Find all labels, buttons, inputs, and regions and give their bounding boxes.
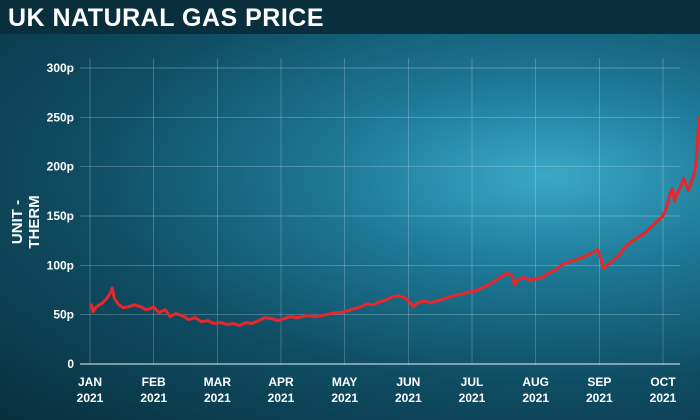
y-tick-label: 250p [47, 110, 74, 124]
y-tick-label: 50p [53, 308, 74, 322]
title-band [0, 0, 700, 34]
y-tick-label: 200p [47, 160, 74, 174]
x-tick-month: FEB [142, 375, 166, 389]
y-tick-label: 150p [47, 209, 74, 223]
x-tick-month: AUG [522, 375, 549, 389]
x-tick-year: 2021 [586, 391, 613, 405]
x-tick-year: 2021 [395, 391, 422, 405]
y-tick-label: 300p [47, 61, 74, 75]
x-tick-labels: JAN 2021 FEB 2021 MAR 2021 APR 2021 MAY 2021 JUN 20… [77, 375, 677, 405]
x-tick-month: MAR [204, 375, 232, 389]
y-tick-label: 0 [67, 357, 74, 371]
x-tick-month: SEP [587, 375, 611, 389]
y-tick-label: 100p [47, 258, 74, 272]
x-tick-month: JUN [396, 375, 420, 389]
gridlines [80, 58, 680, 365]
x-tick-year: 2021 [77, 391, 104, 405]
y-tick-labels: 0 50p 100p 150p 200p 250p 300p [47, 61, 75, 371]
x-tick-month: APR [268, 375, 294, 389]
x-tick-month: MAY [332, 375, 358, 389]
x-tick-year: 2021 [331, 391, 358, 405]
x-tick-year: 2021 [459, 391, 486, 405]
x-tick-year: 2021 [140, 391, 167, 405]
x-tick-year: 2021 [650, 391, 677, 405]
x-tick-month: JAN [78, 375, 102, 389]
x-tick-year: 2021 [522, 391, 549, 405]
series-path [89, 115, 700, 327]
x-tick-month: OCT [650, 375, 676, 389]
x-tick-year: 2021 [204, 391, 231, 405]
x-tick-year: 2021 [268, 391, 295, 405]
x-tick-month: JUL [461, 375, 484, 389]
series-line [89, 115, 700, 327]
chart-title: UK NATURAL GAS PRICE [8, 4, 325, 32]
